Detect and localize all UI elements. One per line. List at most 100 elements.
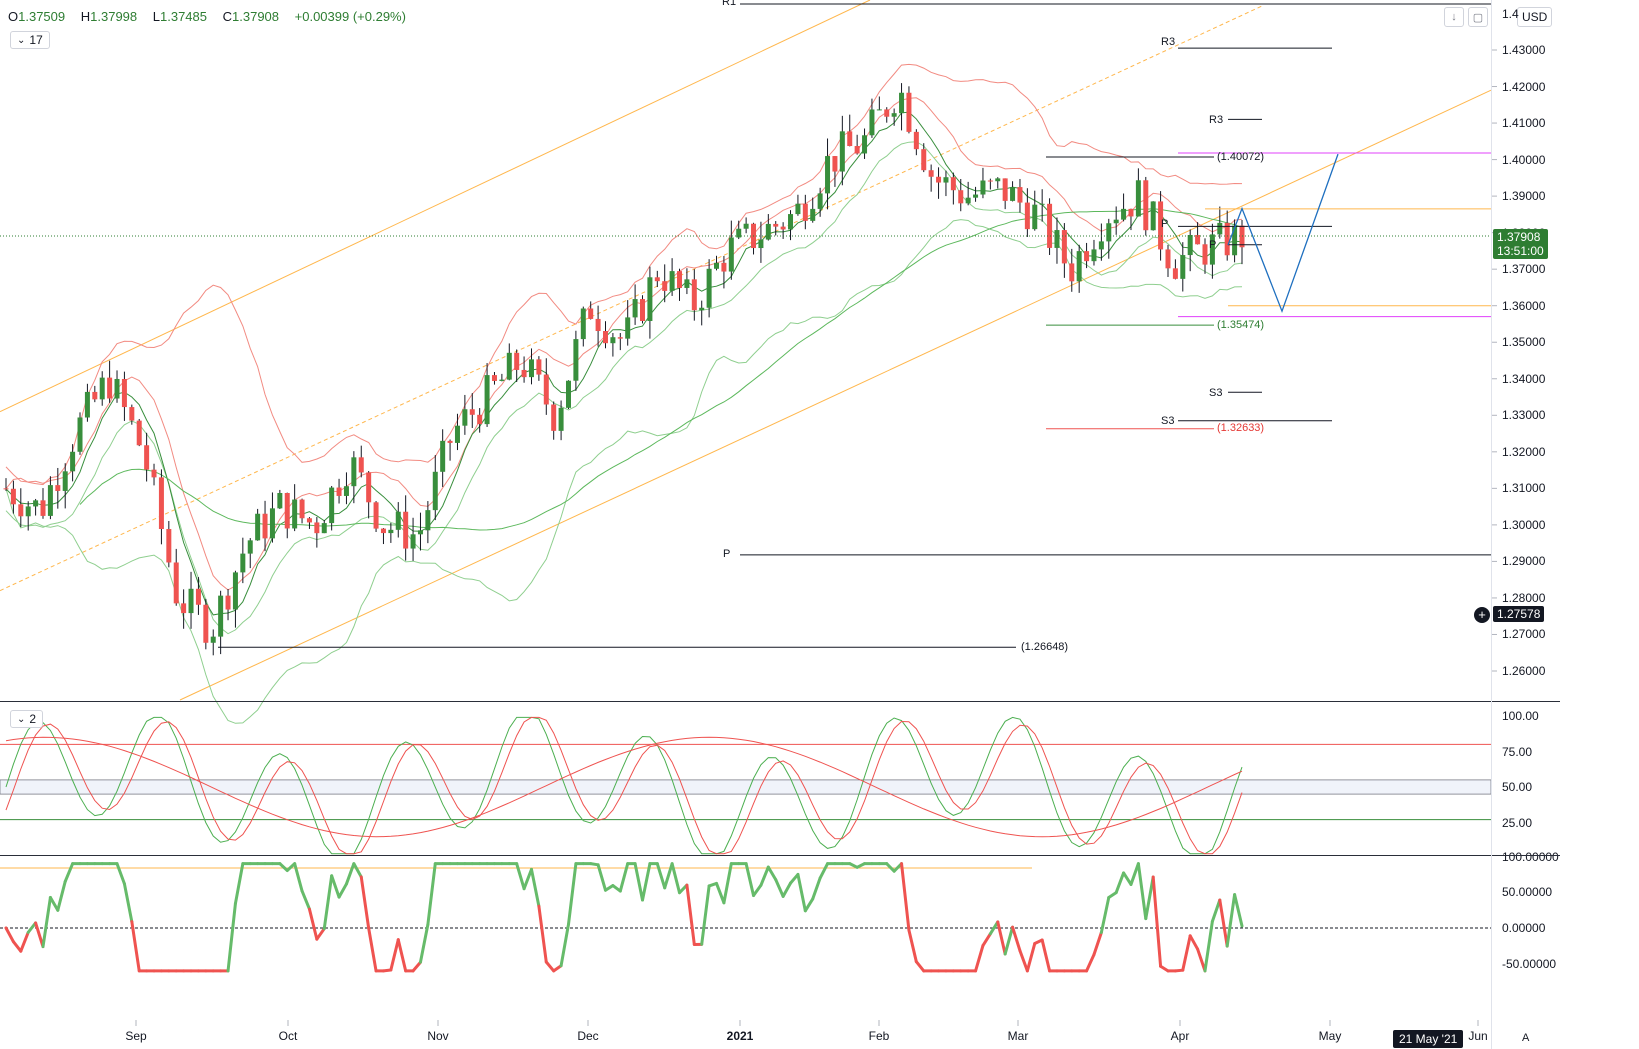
candle-body	[462, 409, 468, 426]
osc2-segment	[544, 960, 556, 973]
osc2-segment	[996, 920, 1007, 956]
price-tick-label: 1.33000	[1502, 408, 1546, 423]
candle-body	[1209, 234, 1215, 265]
candle-body	[277, 493, 283, 509]
candle-body	[1076, 251, 1082, 282]
price-tick-label: 1.35000	[1502, 335, 1546, 350]
osc2-segment	[722, 862, 733, 905]
candle-body	[795, 203, 801, 215]
candle-body	[1024, 202, 1030, 230]
candle-body	[77, 417, 83, 452]
candle-body	[906, 92, 912, 132]
candle-body	[936, 176, 942, 183]
osc2-segment	[811, 876, 822, 901]
price-axis-top-label: 1.4	[1502, 7, 1519, 21]
indicators-toggle[interactable]: ⌄ 17	[10, 31, 50, 49]
candle-body	[136, 420, 142, 446]
candle-body	[1098, 241, 1104, 250]
projection-path	[1227, 153, 1339, 314]
osc2-segment	[130, 920, 141, 973]
osc2-segment	[744, 862, 756, 898]
candle-body	[151, 469, 157, 478]
pane-divider[interactable]	[0, 701, 1560, 702]
candle-body	[728, 237, 734, 272]
candle-body	[195, 588, 201, 605]
candle-body	[18, 504, 24, 517]
candle-body	[573, 339, 579, 381]
price-tick-label: 1.26000	[1502, 664, 1546, 678]
candle-body	[543, 374, 549, 405]
osc2-segment	[1218, 898, 1229, 948]
currency-button[interactable]: USD	[1517, 7, 1553, 27]
osc2-segment	[426, 862, 437, 927]
osc1-slow-line	[5, 736, 1243, 838]
candle-body	[714, 262, 720, 269]
osc2-segment	[1203, 919, 1214, 973]
low-value: 1.37485	[160, 9, 207, 24]
osc2-segment	[315, 927, 326, 941]
candle-body	[447, 440, 453, 443]
osc2-segment	[1114, 871, 1126, 895]
add-alert-icon[interactable]: +	[1474, 607, 1490, 623]
osc2-segment	[56, 879, 67, 912]
candle-body	[1217, 222, 1223, 235]
candle-body	[580, 308, 586, 340]
time-tick-label: Feb	[868, 1029, 890, 1043]
osc2-segment	[63, 862, 75, 883]
candle-body	[854, 146, 860, 154]
candle-body	[403, 511, 409, 549]
candle-body	[810, 208, 816, 221]
osc2-segment	[1003, 925, 1015, 956]
candle-body	[1061, 230, 1067, 264]
osc2-segment	[1225, 893, 1237, 948]
candle-body	[269, 508, 275, 539]
osc2-segment	[1129, 862, 1140, 886]
candle-body	[1187, 235, 1193, 256]
scroll-down-icon[interactable]: ↓	[1444, 7, 1464, 27]
auto-scale-button[interactable]: A	[1522, 1032, 1530, 1044]
price-tick-label: 1.42000	[1502, 79, 1546, 94]
candle-body	[491, 375, 497, 381]
osc2-segment	[293, 862, 304, 893]
candle-body	[1224, 222, 1230, 256]
candle-body	[1069, 263, 1075, 282]
osc2-segment	[411, 960, 422, 973]
osc1-tick-label: 50.00	[1502, 780, 1533, 794]
osc2-segment	[663, 862, 674, 890]
osc2-tick-label: 0.00000	[1502, 921, 1546, 935]
pivot-r3-label: R3	[1209, 114, 1224, 126]
candle-body	[1135, 180, 1141, 217]
current-price-tag: 1.37908 13:51:00	[1493, 229, 1548, 259]
candle-body	[99, 377, 105, 400]
candle-body	[410, 534, 416, 549]
fullscreen-icon[interactable]: ▢	[1468, 7, 1488, 27]
osc2-segment	[885, 862, 896, 873]
candle-body	[1039, 203, 1045, 205]
candle-body	[825, 156, 831, 194]
candle-body	[958, 190, 964, 204]
osc2-segment	[1210, 898, 1222, 923]
price-tick-label: 1.34000	[1502, 371, 1546, 386]
oscillator-toggle[interactable]: ⌄ 2	[10, 710, 44, 728]
candle-body	[314, 522, 320, 534]
osc2-segment	[596, 863, 607, 892]
candle-body	[255, 513, 261, 541]
osc1-k-line	[5, 716, 1243, 855]
crosshair-price-tag: 1.27578	[1493, 606, 1545, 622]
candle-body	[677, 271, 683, 288]
osc2-segment	[344, 862, 356, 886]
osc2-segment	[1011, 925, 1022, 953]
crosshair-date-tag: 21 May '21	[1393, 1030, 1464, 1048]
ohlc-legend: O1.37509 H1.37998 L1.37485 C1.37908 +0.0…	[8, 9, 412, 24]
osc1-band	[0, 779, 1492, 795]
close-value: 1.37908	[232, 9, 280, 24]
price-tick-label: 1.39000	[1502, 189, 1546, 204]
candle-body	[684, 279, 690, 288]
osc2-segment	[389, 938, 400, 972]
pivot-p-label: P	[1161, 218, 1169, 230]
candle-body	[40, 500, 46, 516]
osc2-segment	[1040, 938, 1052, 973]
pane-divider[interactable]	[0, 855, 1560, 856]
